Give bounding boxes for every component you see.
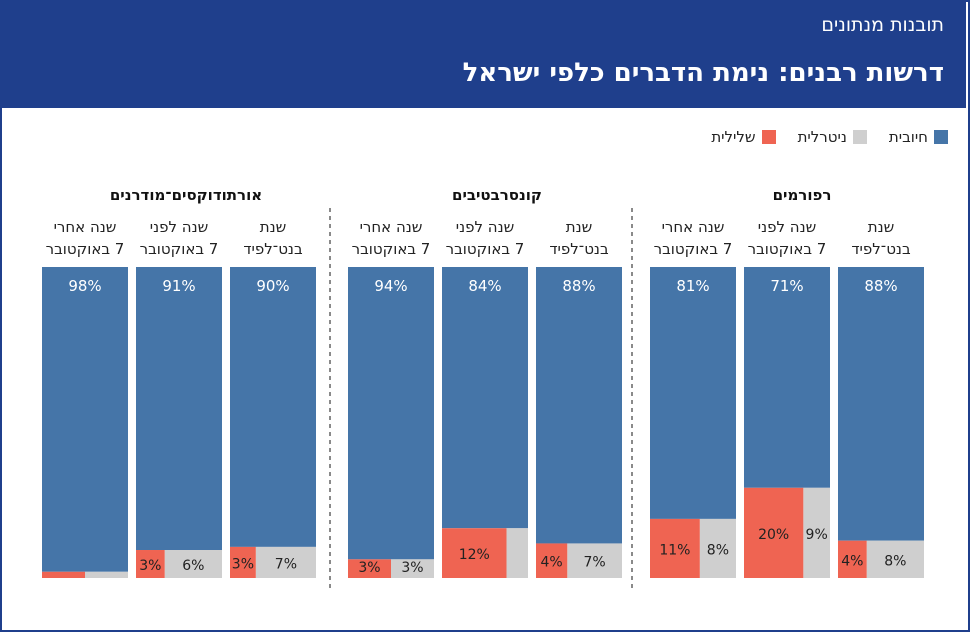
data-label-neutral: 9% [806, 527, 828, 543]
bar-neutral [255, 546, 316, 578]
chart-title: דרשות רבנים: נימת הדברים כלפי ישראל [462, 58, 944, 88]
bar-positive [442, 267, 528, 529]
header-band: תובנות מנתונים דרשות רבנים: נימת הדברים … [0, 0, 966, 108]
bar-category-label: 7 באוקטובר [446, 240, 525, 258]
bar-positive [650, 267, 736, 519]
bar-category-label: שנה לפני [456, 218, 514, 236]
data-label-positive: 91% [162, 277, 195, 295]
bar-category-label: 7 באוקטובר [46, 240, 125, 258]
bar-neutral [866, 540, 924, 578]
group-title: אורתודוקסים־מודרנים [110, 186, 262, 204]
legend-label-negative: שלילית [711, 128, 756, 146]
data-label-negative: 11% [659, 542, 690, 558]
legend-swatch-negative [761, 130, 776, 144]
bar-negative [230, 546, 256, 578]
bar-neutral [567, 543, 622, 578]
bar-positive [838, 267, 924, 541]
bar-negative [744, 487, 804, 578]
bar-negative [536, 543, 568, 578]
data-label-neutral: 3% [401, 560, 423, 576]
bar-category-label: שנה לפני [150, 218, 208, 236]
data-label-negative: 3% [358, 560, 380, 576]
bar-positive [744, 267, 830, 488]
data-label-neutral: 8% [884, 553, 906, 569]
bar-positive [348, 267, 434, 560]
bar-neutral [699, 518, 736, 578]
bar-positive [42, 267, 128, 572]
bar-positive [230, 267, 316, 547]
bar-category-label: 7 באוקטובר [140, 240, 219, 258]
bar-neutral [391, 559, 434, 578]
bar-category-label: שנת [260, 218, 287, 236]
bar-negative [42, 571, 85, 578]
bar-category-label: שנת [868, 218, 895, 236]
bar-category-label: 7 באוקטובר [352, 240, 431, 258]
header-kicker: תובנות מנתונים [821, 14, 944, 36]
bar-category-label: 7 באוקטובר [654, 240, 733, 258]
legend-label-positive: חיובית [888, 128, 928, 146]
bar-category-label: שנה אחרי [360, 218, 423, 236]
data-label-neutral: 6% [182, 558, 204, 574]
bar-positive [536, 267, 622, 544]
data-label-negative: 12% [459, 547, 490, 563]
data-label-neutral: 8% [707, 542, 729, 558]
data-label-neutral: 7% [584, 555, 606, 571]
data-label-neutral: 7% [275, 556, 297, 572]
data-label-positive: 94% [374, 277, 407, 295]
bar-negative [348, 559, 391, 578]
data-label-positive: 84% [468, 277, 501, 295]
legend-item-positive: חיובית [889, 128, 948, 146]
legend-item-neutral: ניטרלית [798, 128, 867, 146]
group-title: קונסרבטיבים [452, 186, 542, 204]
bar-category-label: 7 באוקטובר [748, 240, 827, 258]
bar-neutral [506, 528, 528, 578]
legend: חיובית ניטרלית שלילית [711, 128, 948, 146]
bar-negative [838, 540, 867, 578]
bar-category-label: שנה אחרי [662, 218, 725, 236]
group-title: רפורמים [773, 186, 832, 204]
bar-category-label: שנה לפני [758, 218, 816, 236]
legend-swatch-neutral [852, 130, 867, 144]
legend-item-negative: שלילית [711, 128, 776, 146]
bar-negative [650, 518, 700, 578]
bar-positive [136, 267, 222, 551]
bar-negative [136, 550, 165, 578]
data-label-positive: 88% [562, 277, 595, 295]
data-label-positive: 88% [864, 277, 897, 295]
bar-negative [442, 528, 507, 578]
data-label-negative: 4% [541, 555, 563, 571]
data-label-positive: 90% [256, 277, 289, 295]
bar-category-label: בנט־לפיד [243, 240, 303, 258]
data-label-positive: 98% [68, 277, 101, 295]
legend-swatch-positive [934, 130, 948, 144]
bar-neutral [803, 487, 830, 578]
bar-category-label: שנה אחרי [54, 218, 117, 236]
data-label-positive: 71% [770, 277, 803, 295]
data-label-negative: 4% [841, 553, 863, 569]
data-label-positive: 81% [676, 277, 709, 295]
bar-category-label: בנט־לפיד [549, 240, 609, 258]
data-label-negative: 3% [139, 558, 161, 574]
bar-neutral [164, 550, 222, 578]
bar-category-label: שנת [566, 218, 593, 236]
bar-category-label: בנט־לפיד [851, 240, 911, 258]
legend-label-neutral: ניטרלית [797, 128, 847, 146]
data-label-negative: 3% [232, 556, 254, 572]
bar-neutral [85, 571, 128, 578]
data-label-negative: 20% [758, 527, 789, 543]
